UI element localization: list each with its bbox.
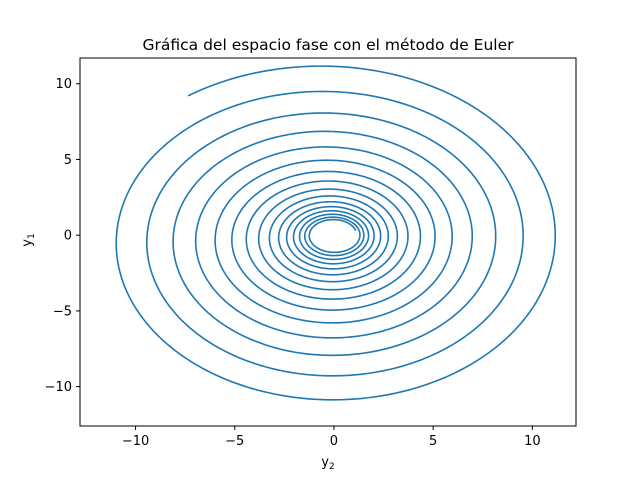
x-axis-label: y2 (321, 455, 334, 472)
y-tick-label: 0 (64, 229, 72, 244)
chart-title: Gráfica del espacio fase con el método d… (143, 36, 515, 54)
x-tick-label: 10 (524, 434, 541, 449)
y-axis-label-subscript: 1 (27, 233, 37, 239)
plot-area: −10 −5 0 5 10 −10 −5 0 5 10 (45, 57, 577, 449)
axes-frame (79, 57, 577, 427)
series-line-0 (115, 65, 557, 401)
y-tick-label: 10 (55, 77, 72, 92)
x-tick-label: −10 (122, 434, 149, 449)
x-axis-label-subscript: 2 (329, 462, 335, 472)
x-tick-label: 5 (429, 434, 437, 449)
x-tick-label: 0 (330, 434, 338, 449)
y-tick-label: −5 (53, 304, 72, 319)
x-tick-label: −5 (225, 434, 244, 449)
y-axis-label: y1 (20, 233, 37, 246)
y-axis-label-base: y (20, 239, 35, 247)
y-tick-label: 5 (64, 153, 72, 168)
x-axis-label-base: y (321, 455, 329, 470)
y-tick-label: −10 (45, 380, 72, 395)
